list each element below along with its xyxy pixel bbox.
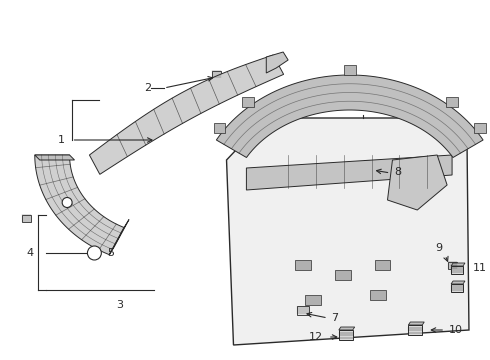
Text: 5: 5 (107, 248, 114, 258)
Bar (374, 260, 391, 270)
Text: 12: 12 (309, 332, 323, 342)
Bar (369, 290, 386, 300)
Text: 4: 4 (26, 248, 33, 258)
Bar (212, 71, 221, 77)
Bar (363, 163, 372, 172)
Polygon shape (451, 281, 465, 284)
Text: 8: 8 (394, 167, 402, 177)
Polygon shape (451, 263, 465, 266)
Polygon shape (363, 161, 374, 163)
Text: 9: 9 (435, 243, 442, 253)
Polygon shape (35, 155, 74, 160)
Bar (305, 295, 321, 305)
Polygon shape (246, 155, 452, 190)
Bar (335, 270, 351, 280)
Polygon shape (266, 52, 288, 73)
Polygon shape (217, 75, 483, 158)
Bar (344, 65, 356, 75)
Bar (446, 96, 458, 107)
Bar (214, 122, 225, 132)
Text: 10: 10 (449, 325, 463, 335)
Polygon shape (226, 118, 469, 345)
Polygon shape (35, 155, 124, 255)
Polygon shape (408, 322, 424, 325)
Circle shape (62, 198, 72, 207)
Bar (474, 122, 486, 132)
Bar (23, 215, 31, 221)
Text: 7: 7 (331, 313, 338, 323)
Text: 11: 11 (473, 263, 487, 273)
Bar (447, 261, 457, 269)
Bar (295, 260, 311, 270)
Polygon shape (339, 327, 355, 330)
Polygon shape (109, 220, 129, 255)
Text: 2: 2 (144, 83, 151, 93)
Text: 1: 1 (58, 135, 65, 145)
Bar (297, 306, 309, 315)
Polygon shape (89, 55, 284, 174)
Circle shape (87, 246, 101, 260)
Bar (339, 330, 353, 340)
Bar (451, 266, 463, 274)
Bar (242, 96, 253, 107)
Text: 6: 6 (359, 95, 367, 108)
Bar (408, 325, 422, 335)
Text: 3: 3 (116, 300, 122, 310)
Bar (451, 284, 463, 292)
Polygon shape (388, 155, 447, 210)
